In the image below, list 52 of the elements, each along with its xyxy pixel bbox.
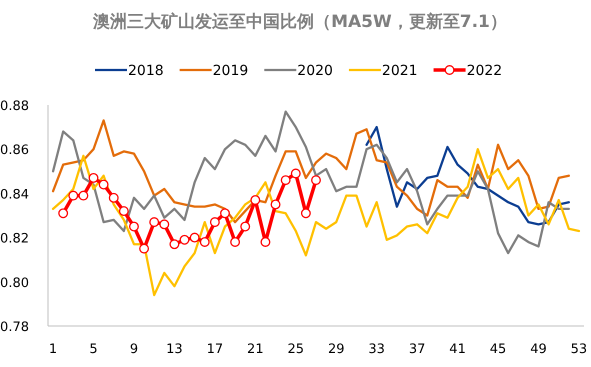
point [139, 244, 150, 254]
point [180, 234, 190, 245]
point [118, 206, 129, 216]
point [220, 208, 230, 218]
y-tick-label: 0.86 [0, 143, 29, 158]
x-tick-label: 53 [570, 342, 588, 357]
x-tick-label: 1 [48, 342, 58, 357]
point [230, 237, 240, 247]
point [200, 237, 210, 247]
point [88, 172, 98, 183]
legend-label: 2018 [128, 63, 164, 79]
point [149, 217, 160, 228]
point [169, 239, 180, 250]
x-tick-label: 9 [130, 342, 138, 357]
x-tick-label: 41 [449, 342, 466, 357]
x-tick-label: 17 [206, 342, 224, 357]
point [290, 168, 301, 178]
legend-label: 2021 [382, 63, 418, 79]
point [280, 175, 291, 186]
point [98, 180, 109, 190]
point [270, 200, 280, 210]
x-tick-label: 33 [368, 342, 385, 357]
x-tick-label: 21 [247, 342, 264, 357]
y-tick-label: 0.78 [0, 320, 29, 335]
y-tick-label: 0.84 [0, 187, 29, 202]
point [250, 195, 260, 205]
point [108, 192, 119, 203]
point [58, 208, 68, 218]
x-tick-label: 5 [89, 342, 98, 357]
x-tick-label: 29 [328, 342, 344, 357]
point [260, 237, 270, 247]
legend-label: 2022 [466, 63, 502, 79]
point [78, 190, 88, 201]
point [159, 219, 170, 230]
legend-label: 2019 [212, 63, 248, 79]
x-tick-label: 45 [490, 342, 506, 357]
y-tick-label: 0.88 [0, 99, 29, 114]
x-tick-label: 37 [408, 342, 426, 357]
point [129, 222, 139, 232]
title: 澳洲三大矿山发运至中国比例（MA5W，更新至7.1） [93, 12, 507, 32]
x-tick-label: 49 [530, 342, 547, 357]
y-tick-label: 0.82 [0, 232, 29, 247]
point [68, 190, 78, 201]
point [190, 232, 200, 243]
x-tick-label: 25 [288, 342, 304, 357]
x-tick-label: 13 [166, 342, 183, 357]
point [240, 222, 250, 232]
y-tick-label: 0.80 [0, 276, 29, 291]
legend-label: 2020 [297, 63, 333, 79]
point [300, 208, 311, 218]
point [210, 217, 220, 228]
point [311, 175, 321, 186]
